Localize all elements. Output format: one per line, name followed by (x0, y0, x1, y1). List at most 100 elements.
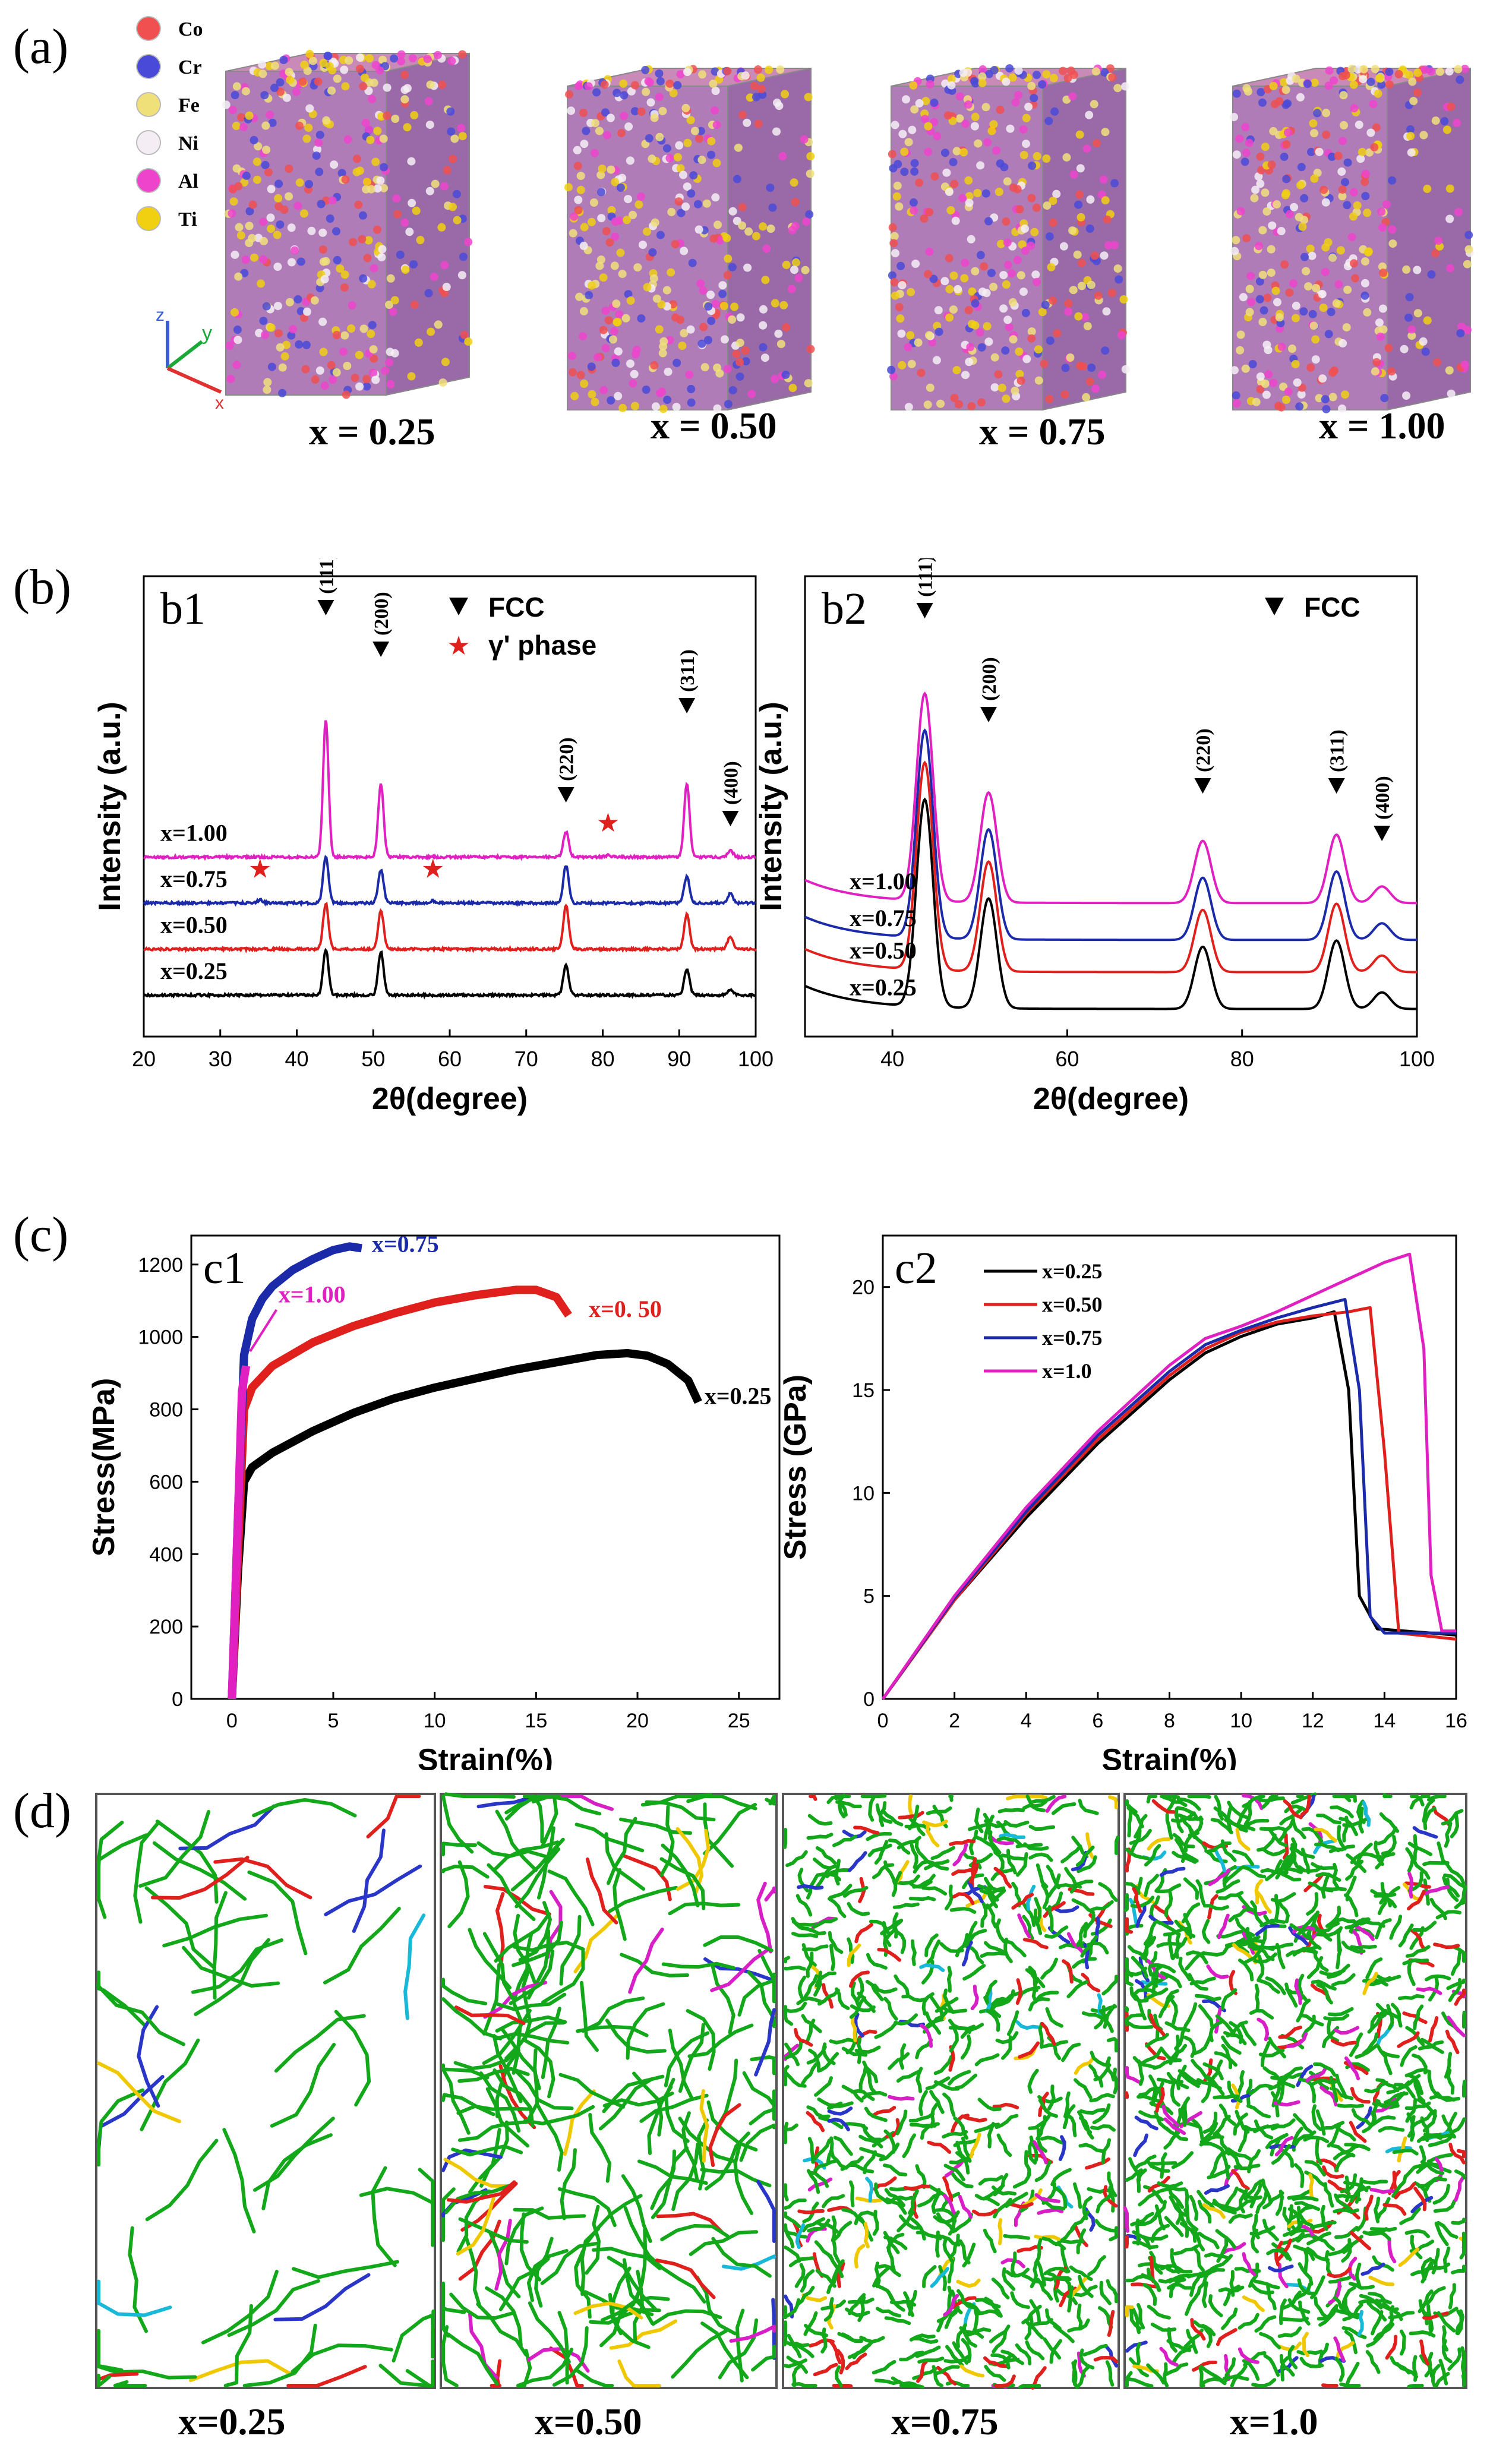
dislocation-panel (95, 1792, 1467, 2390)
atom (329, 375, 337, 384)
atom (1464, 245, 1473, 254)
atom (709, 80, 718, 88)
atom (1110, 241, 1119, 249)
dislocation-line (1362, 1800, 1371, 1827)
dislocation-line (1423, 2311, 1434, 2336)
atom (433, 50, 442, 59)
dislocation-line (1027, 2068, 1039, 2094)
dislocation-line (1435, 1910, 1462, 1920)
dislocation-line (842, 1885, 869, 1898)
dislocation-line (1303, 1872, 1325, 1893)
atom (302, 340, 311, 349)
atom (414, 338, 423, 347)
dislocation-line (831, 2259, 845, 2284)
dislocation-line (661, 1961, 735, 1970)
atom (906, 331, 915, 340)
dislocation-line (513, 1913, 536, 1984)
atom (637, 107, 646, 116)
dislocation-line (898, 2214, 921, 2230)
dislocation-line (1290, 1792, 1317, 1805)
dislocation-line (441, 1865, 490, 1879)
atom (250, 253, 258, 262)
dislocation-line (1254, 2119, 1274, 2140)
dislocation-line (464, 2236, 482, 2309)
dislocation-line (706, 2100, 758, 2152)
dislocation-line (783, 2001, 807, 2013)
dislocation-line (1447, 2016, 1466, 2037)
atom (1453, 118, 1461, 127)
dislocation-line (980, 1901, 988, 1928)
atom (1321, 395, 1330, 404)
atom (1440, 117, 1449, 126)
atom (633, 263, 642, 272)
atom (340, 283, 349, 292)
dislocation-line (872, 2266, 891, 2288)
atom (340, 331, 349, 340)
dislocation-line (888, 2196, 914, 2204)
atom (1302, 267, 1311, 276)
atom (1082, 393, 1091, 402)
dislocation-line (874, 2261, 881, 2288)
dislocation-line (1375, 2002, 1399, 2019)
atom (1000, 163, 1009, 172)
dislocation-line (1034, 2193, 1060, 2203)
dislocation-line (857, 2037, 863, 2064)
atom (888, 271, 896, 280)
atom (264, 168, 273, 177)
dislocation-line (1251, 1938, 1259, 1964)
atom (1423, 184, 1432, 193)
axis-y (166, 340, 203, 370)
dislocation-line (1334, 2152, 1354, 2172)
atom (1257, 166, 1265, 175)
atom (1413, 309, 1422, 318)
dislocation-line (1394, 2182, 1416, 2200)
fcc-marker-icon (317, 600, 334, 615)
dislocation-line (919, 1963, 945, 1972)
atom (735, 372, 744, 381)
atom (390, 296, 399, 305)
dislocation-line (1101, 1975, 1118, 1996)
atom (595, 261, 604, 270)
x-tick-label: 100 (738, 1047, 774, 1071)
atom (630, 369, 639, 378)
atom (1241, 123, 1250, 132)
atom (599, 326, 608, 334)
atom (292, 87, 301, 96)
dislocation-line (980, 1951, 1007, 1958)
atom (305, 180, 313, 188)
dislocation-line (1010, 2251, 1017, 2278)
atom (683, 182, 692, 191)
atom (1101, 346, 1110, 355)
atom (1371, 367, 1379, 376)
dislocation-line (1417, 2175, 1442, 2188)
dislocation-line (1043, 2267, 1069, 2276)
dislocation-line (1128, 1897, 1138, 1925)
dislocation-line (1242, 1946, 1264, 1965)
atom (386, 274, 395, 283)
dislocation-line (628, 1928, 664, 1994)
atom (1446, 264, 1455, 273)
dislocation-line (1127, 1810, 1133, 1838)
atom (245, 207, 254, 216)
dislocation-caption-1: x=0.25 (178, 2400, 286, 2443)
atom (718, 289, 727, 298)
dislocation-line (441, 1795, 474, 1854)
x-axis-label: Strain(%) (418, 1743, 553, 1770)
dislocation-line (783, 2339, 810, 2348)
dislocation-line (784, 2123, 798, 2137)
dislocation-line (1143, 1987, 1169, 2001)
dislocation-line (847, 1851, 867, 1872)
dislocation-line (1186, 2329, 1198, 2354)
dislocation-line (1410, 1929, 1427, 1952)
dislocation-line (958, 2194, 973, 2219)
dislocation-line (974, 2053, 1000, 2067)
dislocation-line (1204, 2252, 1231, 2260)
dislocation-line (921, 1886, 948, 1896)
dislocation-line (1448, 1977, 1462, 2002)
x-tick-label: 20 (132, 1047, 156, 1071)
dislocation-line (1130, 1896, 1155, 1909)
x-tick-label: 14 (1373, 1710, 1396, 1732)
atom (261, 160, 270, 169)
dislocation-line (1000, 2349, 1024, 2365)
